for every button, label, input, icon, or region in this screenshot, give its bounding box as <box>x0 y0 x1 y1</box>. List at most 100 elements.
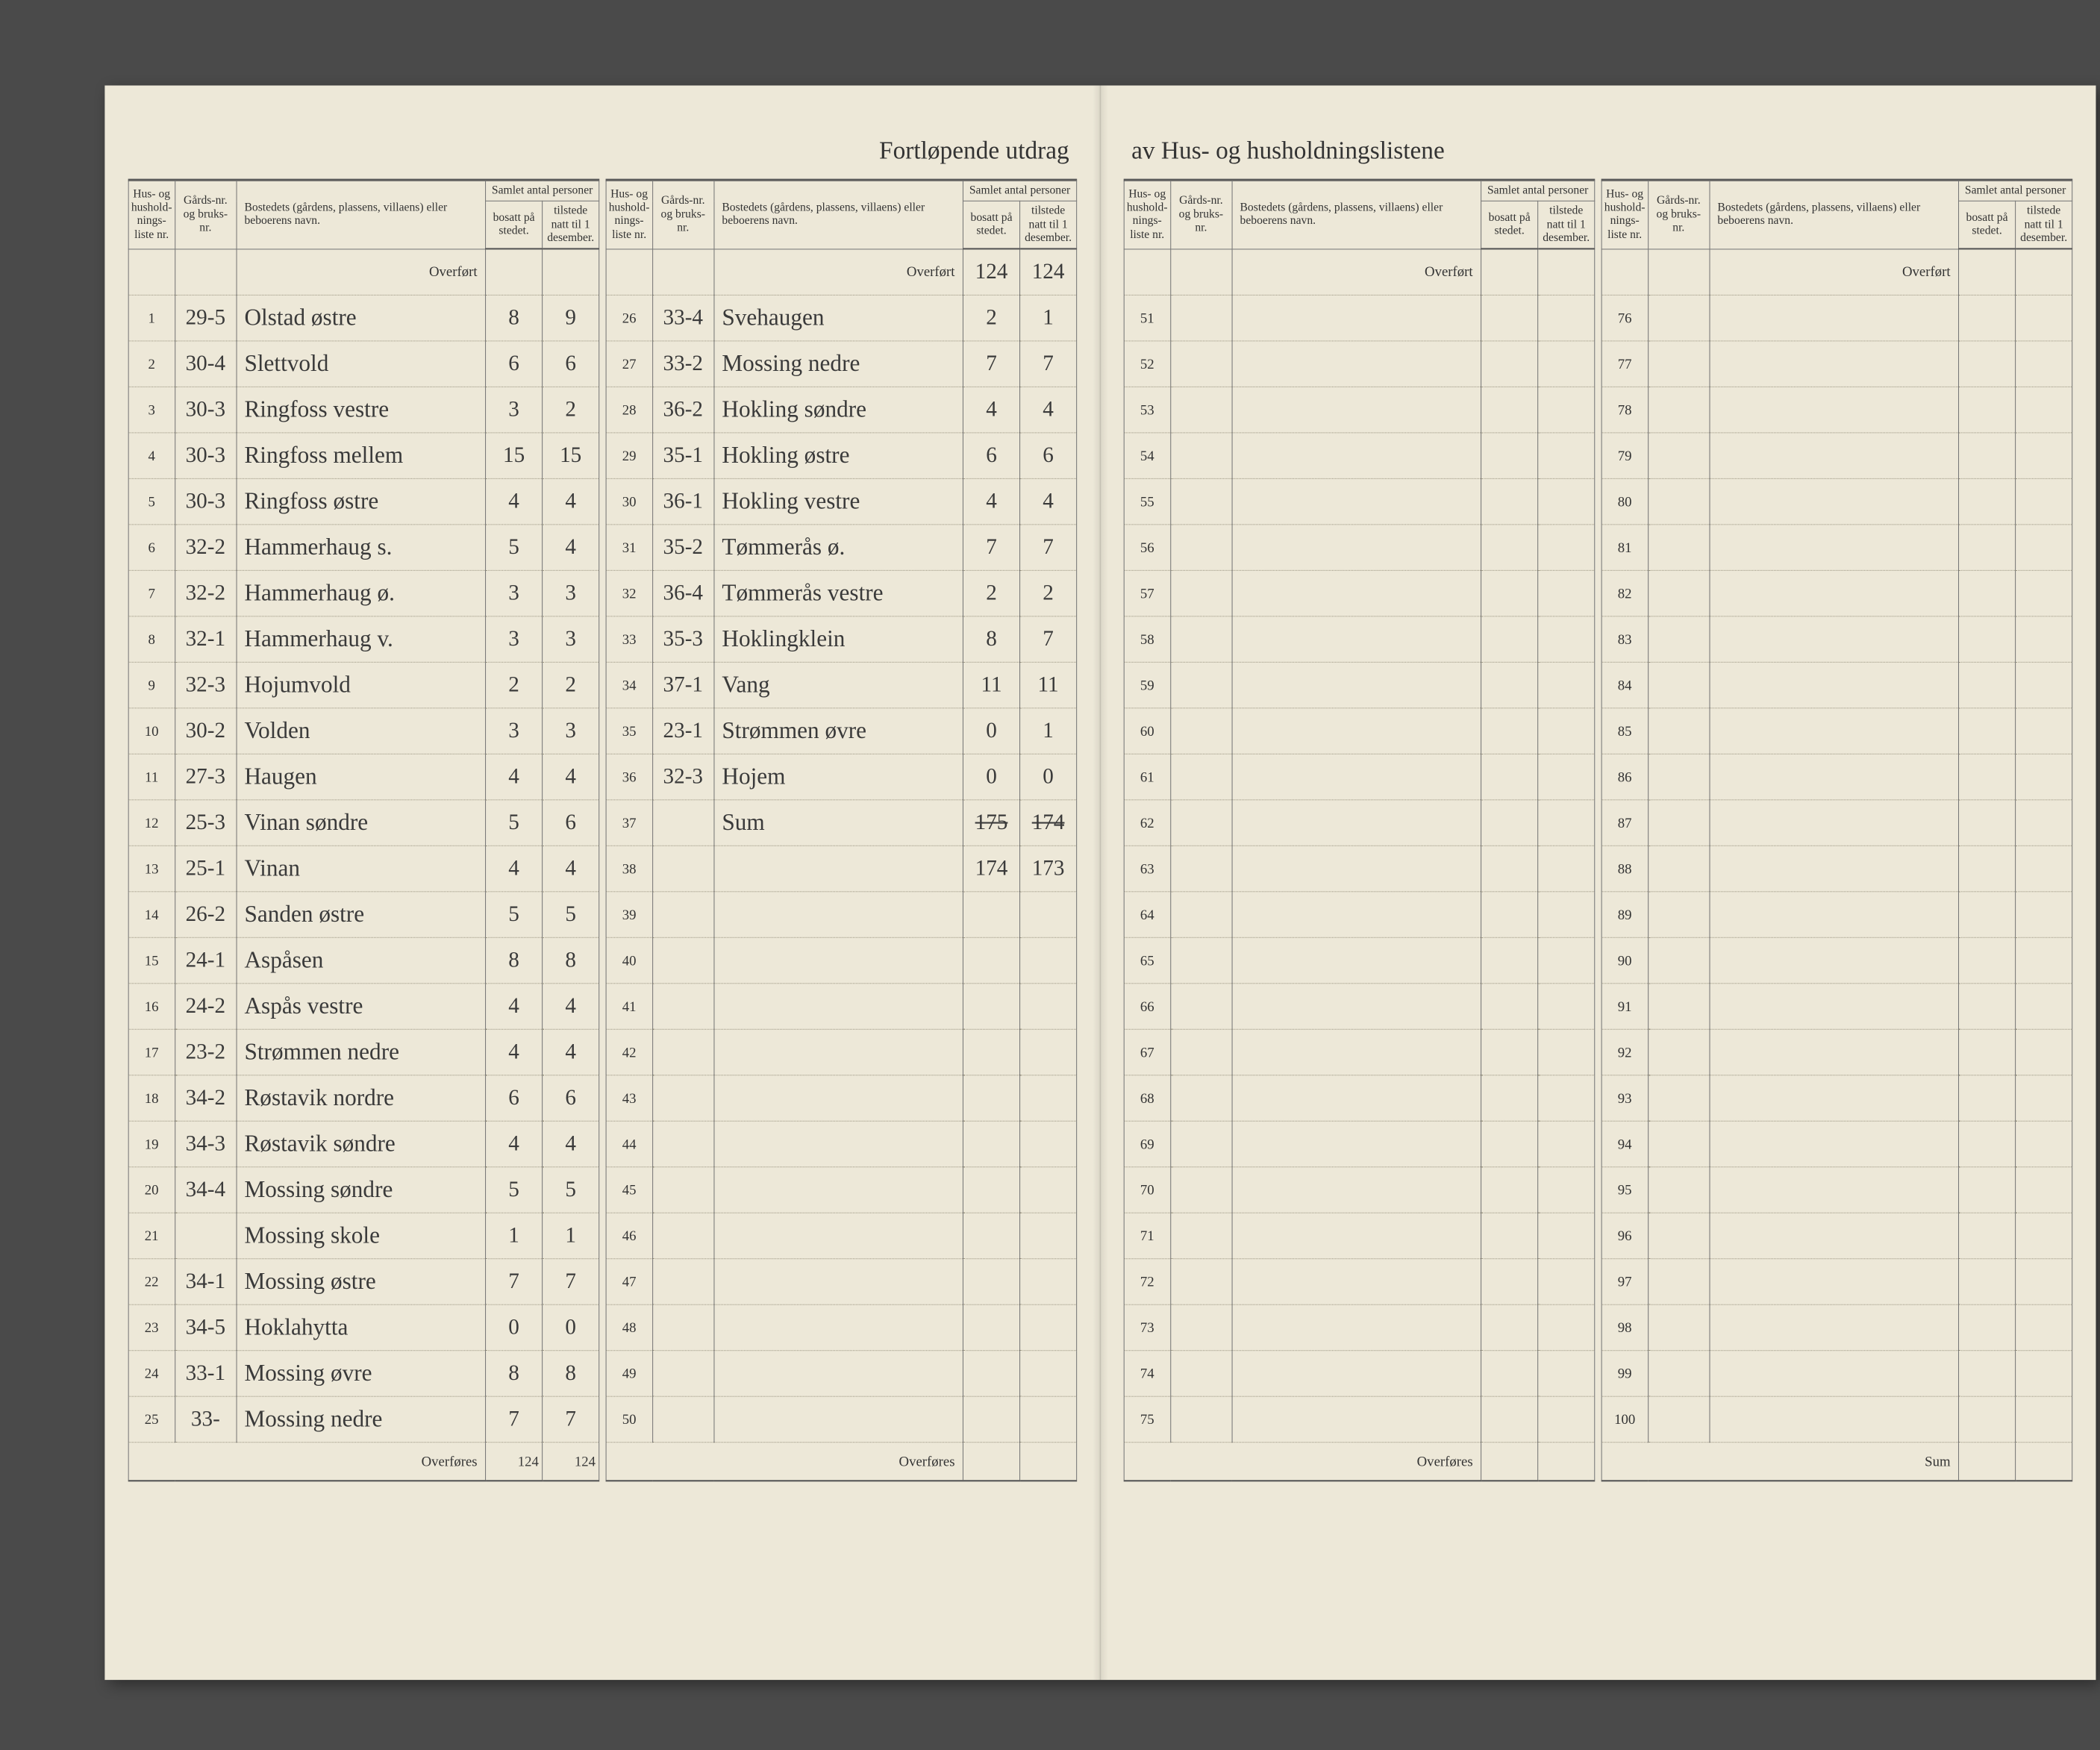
row-gard <box>1648 1121 1709 1166</box>
row-bosatt: 5 <box>486 1167 543 1213</box>
row-bosatt: 7 <box>963 525 1019 570</box>
row-bosatt: 174 <box>963 846 1019 891</box>
row-tilstede <box>2016 937 2072 983</box>
row-gard <box>652 1029 713 1075</box>
row-name: Vinan <box>237 846 486 891</box>
row-name <box>713 1075 963 1121</box>
row-tilstede <box>1538 478 1595 524</box>
row-bosatt <box>963 1351 1019 1396</box>
row-name <box>1709 295 1958 340</box>
overfores-row: Overføres <box>606 1443 1077 1481</box>
row-gard <box>1648 1351 1709 1396</box>
row-bosatt <box>1959 295 2016 340</box>
ledger-row: 84 <box>1601 662 2072 707</box>
row-tilstede <box>1020 1121 1077 1166</box>
row-nr: 95 <box>1601 1167 1648 1213</box>
row-gard <box>1648 1075 1709 1121</box>
row-name: Hojem <box>713 754 963 799</box>
row-tilstede <box>1538 341 1595 387</box>
ledger-row: 77 <box>1601 341 2072 387</box>
row-bosatt <box>1959 1075 2016 1121</box>
row-tilstede <box>2016 341 2072 387</box>
ledger-row: 17 23-2 Strømmen nedre 4 4 <box>128 1029 599 1075</box>
row-gard: 26-2 <box>175 892 236 937</box>
row-bosatt <box>1959 1167 2016 1213</box>
row-name <box>1709 525 1958 570</box>
row-gard <box>1648 1259 1709 1304</box>
overfort-label: Overført <box>1709 249 1958 295</box>
row-nr: 70 <box>1124 1167 1170 1213</box>
row-gard <box>1648 892 1709 937</box>
row-tilstede <box>1538 984 1595 1029</box>
row-bosatt <box>1959 570 2016 616</box>
row-name <box>1709 892 1958 937</box>
left-sheet: Hus- og hushold-nings-liste nr. Gårds-nr… <box>128 179 1078 1482</box>
row-tilstede: 6 <box>1020 433 1077 478</box>
row-name: Aspåsen <box>237 937 486 983</box>
row-name <box>1232 1075 1481 1121</box>
row-bosatt: 4 <box>486 1121 543 1166</box>
row-gard <box>1170 525 1231 570</box>
row-nr: 45 <box>606 1167 652 1213</box>
ledger-row: 79 <box>1601 433 2072 478</box>
row-bosatt <box>1481 754 1538 799</box>
row-tilstede <box>2016 1396 2072 1442</box>
row-tilstede: 7 <box>1020 525 1077 570</box>
hdr-name: Bostedets (gårdens, plassens, villaens) … <box>1232 181 1481 249</box>
footer-bosatt <box>1481 1443 1538 1481</box>
row-name <box>1709 984 1958 1029</box>
row-name <box>1709 754 1958 799</box>
row-gard: 32-1 <box>175 616 236 662</box>
row-bosatt <box>1959 984 2016 1029</box>
ledger-row: 25 33- Mossing nedre 7 7 <box>128 1396 599 1442</box>
footer-label: Overføres <box>713 1443 963 1481</box>
row-bosatt: 0 <box>963 754 1019 799</box>
row-bosatt <box>1959 800 2016 846</box>
row-bosatt: 8 <box>486 295 543 340</box>
row-bosatt: 3 <box>486 708 543 754</box>
ledger-row: 42 <box>606 1029 1077 1075</box>
ledger-row: 16 24-2 Aspås vestre 4 4 <box>128 984 599 1029</box>
row-tilstede <box>2016 1075 2072 1121</box>
row-tilstede <box>1538 1259 1595 1304</box>
ledger-row: 3 30-3 Ringfoss vestre 3 2 <box>128 387 599 432</box>
row-name <box>1709 387 1958 432</box>
overfort-tilstede: 124 <box>1020 249 1077 295</box>
hdr-gard: Gårds-nr. og bruks-nr. <box>652 181 713 249</box>
row-bosatt <box>1481 662 1538 707</box>
row-bosatt <box>963 1167 1019 1213</box>
overfort-label: Overført <box>237 249 486 295</box>
ledger-table: Hus- og hushold-nings-liste nr. Gårds-nr… <box>1601 181 2073 1482</box>
row-bosatt <box>1959 1121 2016 1166</box>
row-tilstede <box>1020 1304 1077 1350</box>
row-name <box>1232 1351 1481 1396</box>
row-nr: 55 <box>1124 478 1170 524</box>
row-nr: 66 <box>1124 984 1170 1029</box>
row-tilstede <box>2016 754 2072 799</box>
ledger-row: 88 <box>1601 846 2072 891</box>
row-tilstede <box>2016 1029 2072 1075</box>
ledger-row: 67 <box>1124 1029 1595 1075</box>
ledger-table: Hus- og hushold-nings-liste nr. Gårds-nr… <box>1124 181 1596 1482</box>
row-bosatt <box>1959 1213 2016 1258</box>
row-gard <box>1648 570 1709 616</box>
row-gard <box>1648 478 1709 524</box>
row-nr: 17 <box>128 1029 175 1075</box>
overfort-bosatt <box>1959 249 2016 295</box>
row-nr: 5 <box>128 478 175 524</box>
row-tilstede: 0 <box>543 1304 599 1350</box>
ledger-row: 40 <box>606 937 1077 983</box>
footer-label: Overføres <box>1232 1443 1481 1481</box>
row-nr: 7 <box>128 570 175 616</box>
page-title-right: av Hus- og husholdningslistene <box>1131 136 1445 165</box>
ledger-row: 58 <box>1124 616 1595 662</box>
ledger-row: 60 <box>1124 708 1595 754</box>
row-gard: 30-3 <box>175 387 236 432</box>
row-bosatt <box>963 1121 1019 1166</box>
row-gard <box>652 800 713 846</box>
row-nr: 36 <box>606 754 652 799</box>
ledger-row: 72 <box>1124 1259 1595 1304</box>
ledger-row: 69 <box>1124 1121 1595 1166</box>
row-tilstede: 3 <box>543 616 599 662</box>
row-name <box>1709 1167 1958 1213</box>
